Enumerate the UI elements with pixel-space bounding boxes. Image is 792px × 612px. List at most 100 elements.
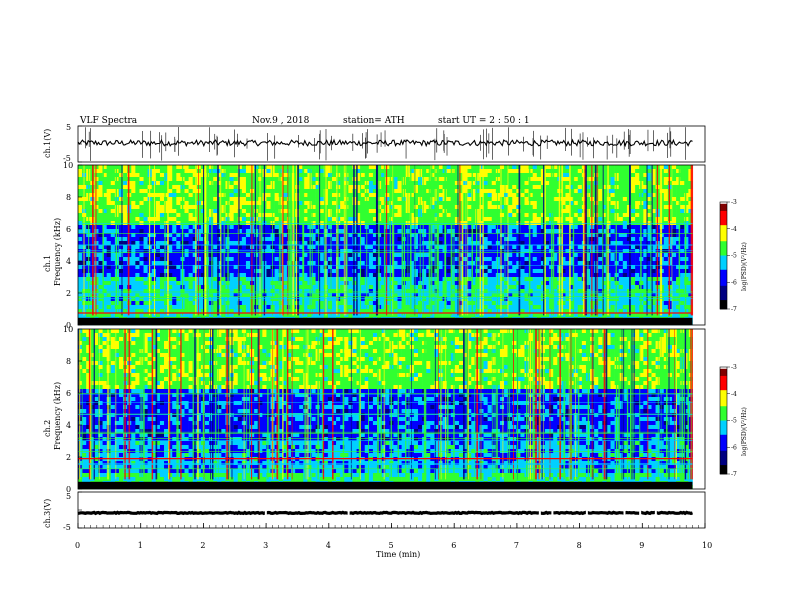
spectro-cell — [491, 213, 497, 218]
spectro-cell — [483, 205, 488, 210]
spectro-cell — [438, 245, 443, 250]
spectro-cell — [643, 289, 648, 294]
spectro-cell — [393, 201, 398, 206]
spectro-cell — [368, 285, 374, 290]
spectro-cell — [430, 245, 435, 250]
spectro-cell — [504, 257, 509, 262]
spectro-cell — [106, 277, 112, 282]
spectro-cell — [622, 197, 628, 202]
spectro-cell — [176, 177, 181, 182]
spectro-cell — [266, 189, 271, 194]
spectro-cell — [184, 217, 189, 222]
spectro-cell — [192, 213, 198, 218]
spectro-cell — [159, 181, 165, 186]
spectro-cell — [172, 237, 177, 242]
spectro-cell — [446, 229, 452, 234]
spectro-cell — [327, 197, 333, 202]
spectro-cell — [438, 169, 443, 174]
spectro-cell — [676, 213, 681, 218]
spectro-cell — [139, 165, 144, 170]
spectro-cell — [397, 265, 402, 270]
spectro-cell — [155, 177, 161, 182]
spectro-cell — [409, 205, 415, 210]
spectro-cell — [663, 197, 669, 202]
spectro-cell — [491, 293, 497, 298]
spectro-cell — [245, 197, 251, 202]
spectro-cell — [680, 173, 685, 178]
spectro-cell — [483, 169, 488, 174]
spectro-cell — [299, 261, 304, 266]
spectro-cell — [463, 261, 468, 266]
spectro-cell — [450, 197, 456, 202]
spectro-cell — [221, 265, 226, 270]
spectro-cell — [684, 285, 689, 290]
spectro-cell — [303, 173, 308, 178]
spectro-cell — [680, 185, 685, 190]
spectro-cell — [319, 245, 325, 250]
spectro-cell — [471, 169, 476, 174]
spectro-cell — [278, 169, 284, 174]
spectro-cell — [348, 229, 353, 234]
spectro-cell — [450, 261, 456, 266]
spectro-cell — [569, 173, 574, 178]
spectro-cell — [409, 237, 415, 242]
spectro-cell — [319, 209, 325, 214]
spectro-cell — [192, 277, 198, 282]
spectro-cell — [356, 213, 361, 218]
spectro-cell — [135, 289, 140, 294]
spectro-cell — [635, 285, 640, 290]
spectro-cell — [368, 165, 374, 170]
spectro-cell — [667, 253, 673, 258]
spectro-cell — [184, 181, 189, 186]
spectro-cell — [598, 177, 603, 182]
spectro-cell — [573, 189, 579, 194]
spectro-cell — [667, 285, 673, 290]
spectro-cell — [331, 169, 337, 174]
spectro-cell — [618, 265, 624, 270]
spectro-cell — [536, 265, 542, 270]
spectro-cell — [311, 185, 316, 190]
spectro-cell — [139, 257, 144, 262]
spectro-cell — [385, 277, 390, 282]
spectro-cell — [643, 209, 648, 214]
spectro-cell — [131, 197, 136, 202]
spectro-cell — [487, 237, 493, 242]
spectro-cell — [569, 197, 574, 202]
spectro-cell — [647, 273, 652, 278]
spectro-cell — [622, 205, 628, 210]
spectro-cell — [106, 285, 112, 290]
spectro-cell — [577, 273, 583, 278]
spectro-cell — [438, 213, 443, 218]
spectro-cell — [553, 261, 558, 266]
spectro-cell — [499, 233, 505, 238]
spectro-cell — [319, 205, 325, 210]
spectro-cell — [381, 181, 386, 186]
spectro-cell — [78, 189, 83, 194]
spectro-cell — [544, 209, 550, 214]
spectro-cell — [647, 181, 652, 186]
spectro-cell — [479, 245, 484, 250]
spectro-cell — [524, 233, 529, 238]
spectro-cell — [532, 209, 538, 214]
spectro-cell — [217, 197, 222, 202]
spectro-cell — [389, 189, 394, 194]
spectro-cell — [159, 201, 165, 206]
spectro-cell — [106, 229, 112, 234]
spectro-cell — [196, 201, 202, 206]
spectro-cell — [413, 177, 419, 182]
spectro-cell — [340, 165, 345, 170]
spectro-cell — [475, 225, 480, 230]
spectro-cell — [340, 293, 345, 298]
spectro-cell — [151, 201, 157, 206]
spectro-cell — [372, 281, 378, 286]
spectro-cell — [561, 277, 566, 282]
spectro-cell — [348, 177, 353, 182]
spectro-cell — [184, 261, 189, 266]
spectro-cell — [487, 173, 493, 178]
spectro-cell — [94, 293, 99, 298]
spectro-cell — [508, 189, 513, 194]
spectro-cell — [463, 285, 468, 290]
spectro-cell — [622, 233, 628, 238]
spectro-cell — [78, 201, 83, 206]
spectro-cell — [168, 293, 173, 298]
